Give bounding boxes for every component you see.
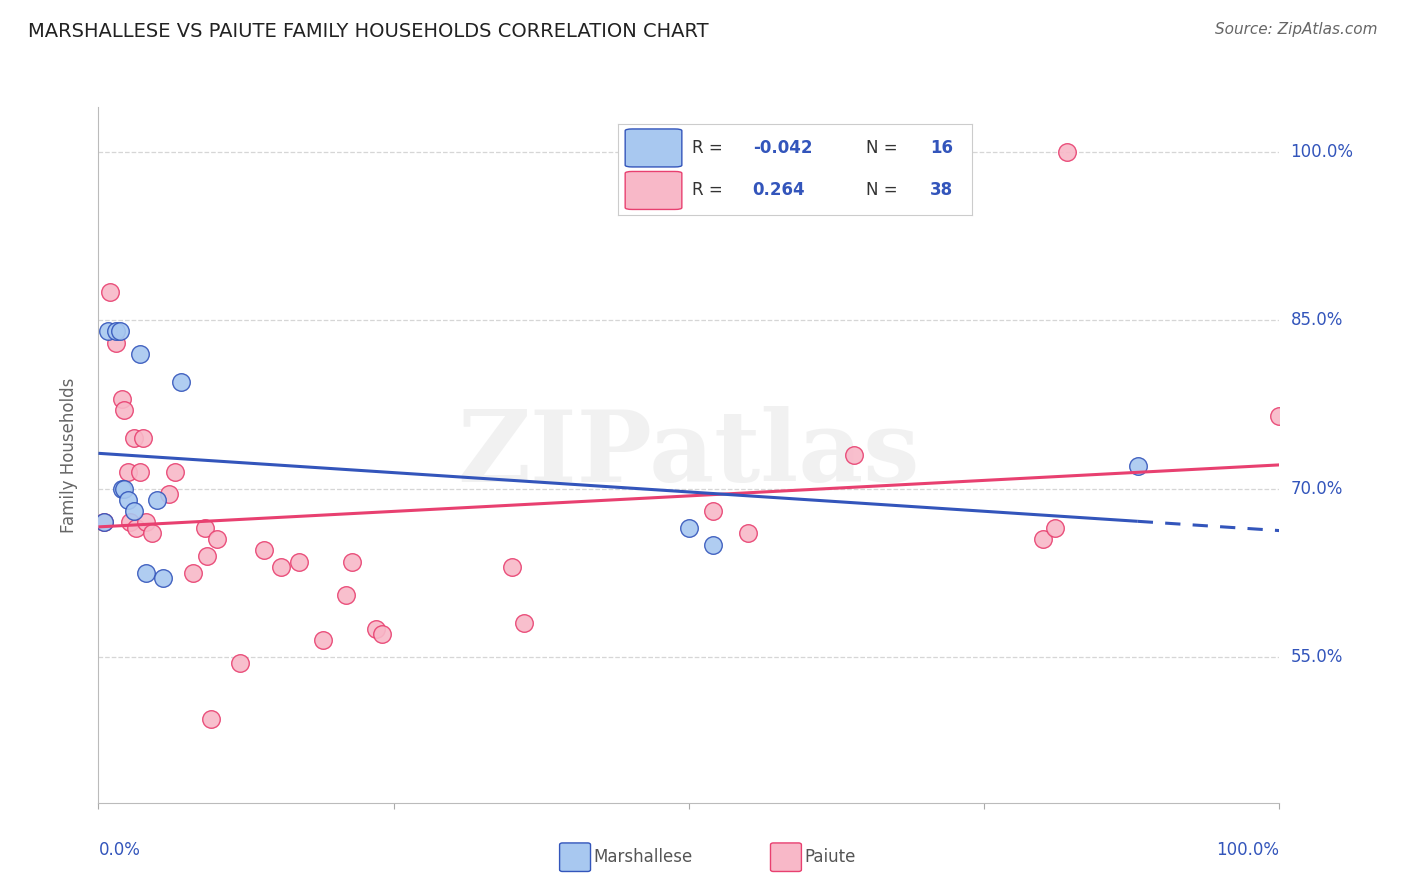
Point	[125, 521, 148, 535]
Point	[108, 325, 131, 339]
Text: 85.0%: 85.0%	[1291, 311, 1343, 329]
Point	[117, 465, 139, 479]
Point	[117, 492, 139, 507]
Point	[312, 633, 335, 648]
Point	[844, 448, 866, 462]
Point	[112, 482, 135, 496]
Point	[146, 492, 169, 507]
Point	[157, 487, 180, 501]
Point	[120, 515, 142, 529]
Point	[253, 543, 276, 558]
Point	[678, 521, 700, 535]
Point	[371, 627, 394, 641]
Point	[122, 504, 145, 518]
Point	[128, 465, 150, 479]
Text: Paiute: Paiute	[804, 848, 856, 866]
Point	[122, 431, 145, 445]
Point	[288, 555, 311, 569]
Text: 100.0%: 100.0%	[1216, 841, 1279, 859]
Point	[141, 526, 163, 541]
Point	[1056, 145, 1078, 159]
Point	[1032, 532, 1054, 546]
Point	[229, 656, 252, 670]
Point	[132, 431, 155, 445]
Point	[98, 285, 121, 300]
Point	[170, 375, 193, 389]
Point	[128, 347, 150, 361]
Text: 70.0%: 70.0%	[1291, 480, 1343, 498]
Point	[152, 571, 174, 585]
Point	[194, 521, 217, 535]
Point	[512, 616, 534, 631]
Text: Source: ZipAtlas.com: Source: ZipAtlas.com	[1215, 22, 1378, 37]
Point	[205, 532, 228, 546]
Point	[112, 403, 135, 417]
Point	[93, 515, 115, 529]
Text: Marshallese: Marshallese	[593, 848, 693, 866]
Point	[501, 560, 523, 574]
Text: MARSHALLESE VS PAIUTE FAMILY HOUSEHOLDS CORRELATION CHART: MARSHALLESE VS PAIUTE FAMILY HOUSEHOLDS …	[28, 22, 709, 41]
Point	[97, 325, 120, 339]
Text: 100.0%: 100.0%	[1291, 143, 1354, 161]
Point	[111, 392, 134, 406]
Point	[342, 555, 364, 569]
Point	[335, 588, 357, 602]
Point	[364, 622, 387, 636]
Text: ZIPatlas: ZIPatlas	[458, 407, 920, 503]
Point	[135, 515, 157, 529]
Y-axis label: Family Households: Family Households	[59, 377, 77, 533]
Text: 55.0%: 55.0%	[1291, 648, 1343, 666]
Point	[1043, 521, 1066, 535]
Point	[200, 712, 222, 726]
Point	[702, 538, 724, 552]
Point	[1268, 409, 1291, 423]
Point	[737, 526, 759, 541]
Point	[702, 504, 724, 518]
Point	[105, 335, 128, 350]
Point	[135, 566, 157, 580]
Point	[181, 566, 204, 580]
Point	[105, 325, 128, 339]
Point	[111, 482, 134, 496]
Text: 0.0%: 0.0%	[98, 841, 141, 859]
Point	[270, 560, 292, 574]
Point	[1126, 459, 1149, 474]
Point	[195, 549, 218, 563]
Point	[93, 515, 115, 529]
Point	[165, 465, 187, 479]
